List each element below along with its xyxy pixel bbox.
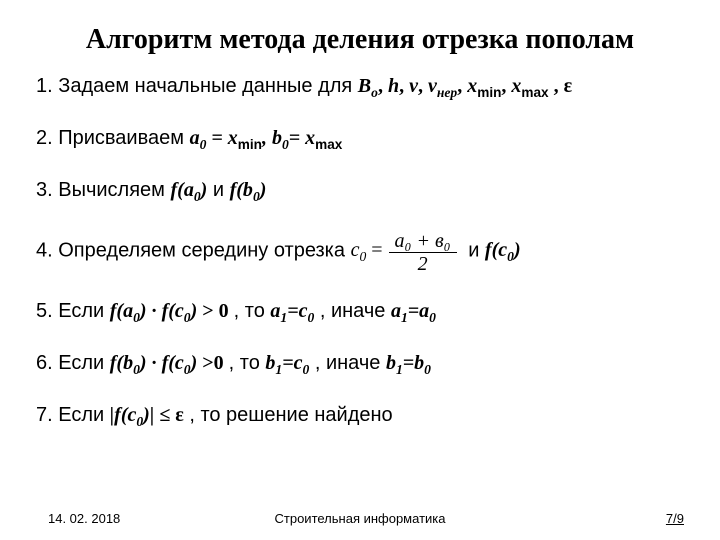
step-3-text: 3. Вычисляем [36,179,170,201]
param-xmax: xmax [511,75,548,97]
b1c0: b1=c0 [265,352,309,374]
slide: { "title": "Алгоритм метода деления отре… [0,0,720,540]
footer-date: 14. 02. 2018 [48,511,120,526]
param-eps: ε [564,75,573,97]
footer: 14. 02. 2018 Строительная информатика 7/… [0,511,720,526]
a1a0: a1=a0 [391,300,436,322]
eps-2: ε [175,404,184,426]
step-7-tail: , то решение найдено [189,404,392,426]
step-6-text: 6. Если [36,352,110,374]
footer-page: 7/9 [666,511,684,526]
step-7: 7. Если |f(c0)| ≤ ε , то решение найдено [36,403,684,431]
step-5-text: 5. Если [36,300,110,322]
c0-formula: c0 = a₀ + в₀ 2 [351,230,463,275]
step-4-text: 4. Определяем середину отрезка [36,239,351,261]
step-2: 2. Присваиваем a0 = xmin, b0= xmax [36,126,684,154]
step-1: 1. Задаем начальные данные для Bо, h, v,… [36,74,684,102]
fa0: f(a0) [170,179,207,201]
b1b0: b1=b0 [386,352,431,374]
step-6: 6. Если f(b0) ∙ f(c0) >0 , то b1=c0 , ин… [36,351,684,379]
param-v: v [409,75,418,97]
param-vner: vнер [428,75,457,97]
slide-title: Алгоритм метода деления отрезка пополам [36,24,684,56]
cond5: f(a0) ∙ f(c0) > 0 [110,300,234,322]
abs-fc0: |f(c0)| ≤ [110,404,175,426]
step-4: 4. Определяем середину отрезка c0 = a₀ +… [36,230,684,275]
step-1-text: 1. Задаем начальные данные для [36,75,358,97]
fraction-den: 2 [389,253,457,275]
param-h: h [388,75,399,97]
step-7-text: 7. Если [36,404,110,426]
param-B: Bо [358,75,378,97]
fraction-num: a₀ + в₀ [389,230,457,253]
param-xmin: xmin [467,75,501,97]
cond6: f(b0) ∙ f(c0) >0 [110,352,229,374]
a1c0: a1=c0 [270,300,314,322]
fb0: f(b0) [230,179,267,201]
step-5: 5. Если f(a0) ∙ f(c0) > 0 , то a1=c0 , и… [36,299,684,327]
footer-center: Строительная информатика [36,511,684,526]
step-2-text: 2. Присваиваем [36,127,190,149]
and-2: и [468,239,485,261]
and-1: и [213,179,230,201]
fc0: f(c0) [485,239,521,261]
step-3: 3. Вычисляем f(a0) и f(b0) [36,178,684,206]
assign-expr: a0 = xmin, b0= xmax [190,127,343,149]
